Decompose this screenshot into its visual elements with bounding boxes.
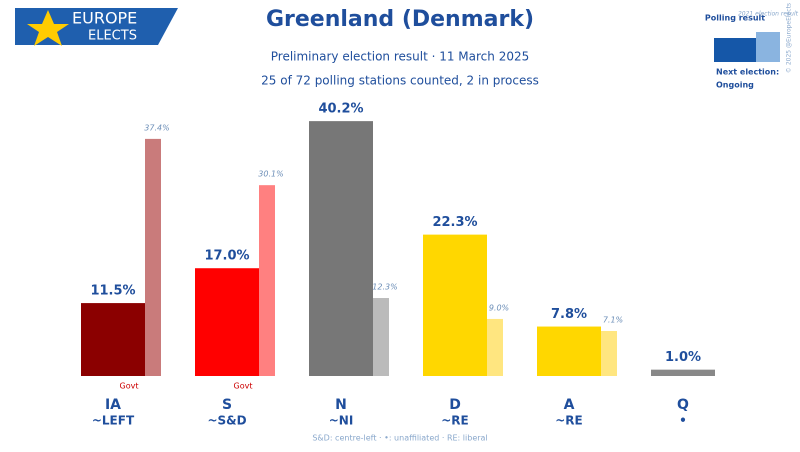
subtitle: Preliminary election result · 11 March 2…: [271, 50, 530, 64]
bar-2021: [259, 185, 275, 376]
value-label-2021: 30.1%: [258, 170, 283, 179]
value-label: 1.0%: [665, 350, 701, 365]
value-label-2021: 7.1%: [603, 315, 623, 324]
logo-text: ELECTS: [88, 29, 137, 44]
x-tick-label: N: [335, 397, 347, 413]
value-label: 17.0%: [204, 249, 249, 264]
copyright: © 2025 @EuropeElects: [786, 3, 793, 73]
category-group: ~NI: [329, 414, 354, 428]
x-tick-label: IA: [105, 397, 121, 413]
bar: [309, 121, 373, 377]
value-label-2021: 37.4%: [144, 123, 169, 132]
value-label: 40.2%: [318, 102, 363, 117]
bar: [81, 303, 145, 376]
category-group: ~RE: [555, 414, 583, 428]
value-label-2021: 9.0%: [489, 303, 509, 312]
bar: [195, 268, 259, 376]
status-label: Govt: [120, 382, 139, 391]
x-tick-label: A: [564, 397, 575, 413]
legend-label: 2021 election result: [738, 11, 799, 18]
chart-title: Greenland (Denmark): [266, 7, 534, 32]
subtitle: 25 of 72 polling stations counted, 2 in …: [261, 74, 539, 88]
logo-text: EUROPE: [72, 9, 137, 28]
bar-2021: [487, 318, 503, 376]
category-group: ~LEFT: [92, 414, 135, 428]
x-tick-label: S: [222, 397, 232, 413]
footnote: S&D: centre-left · •: unaffiliated · RE:…: [312, 434, 487, 443]
bar-2021: [145, 138, 161, 376]
value-label: 11.5%: [90, 284, 135, 299]
logo-star: [27, 10, 69, 46]
category-group: •: [679, 414, 687, 428]
value-label-2021: 12.3%: [372, 283, 397, 292]
x-tick-label: D: [449, 397, 461, 413]
bar-2021: [601, 330, 617, 376]
next-election: Ongoing: [716, 81, 754, 90]
legend-swatch: [714, 38, 756, 62]
status-label: Govt: [234, 382, 253, 391]
category-group: ~RE: [441, 414, 469, 428]
value-label: 7.8%: [551, 307, 587, 322]
bar-2021: [373, 298, 389, 376]
next-election-label: Next election:: [716, 68, 779, 77]
x-tick-label: Q: [677, 397, 689, 413]
legend-label: Polling result: [705, 14, 765, 23]
bar: [423, 234, 487, 376]
legend-swatch: [756, 32, 780, 62]
bar: [651, 369, 715, 376]
bar: [537, 326, 601, 376]
value-label: 22.3%: [432, 215, 477, 230]
category-group: ~S&D: [207, 414, 246, 428]
